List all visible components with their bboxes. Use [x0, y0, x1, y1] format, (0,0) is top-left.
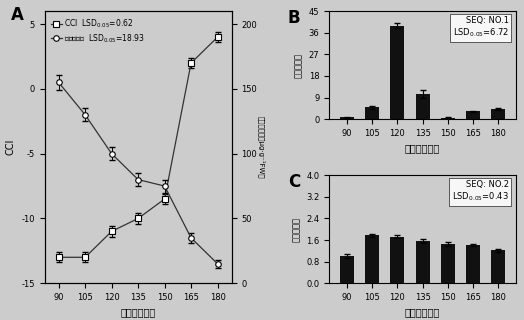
Bar	[340, 117, 354, 119]
Bar	[441, 118, 455, 119]
X-axis label: 盛花期后天数: 盛花期后天数	[405, 308, 440, 317]
Text: A: A	[11, 6, 24, 24]
Bar	[441, 244, 455, 283]
X-axis label: 盛花期后天数: 盛花期后天数	[121, 308, 156, 317]
Text: SEQ: NO.2
LSD$_{0.05}$=0.43: SEQ: NO.2 LSD$_{0.05}$=0.43	[452, 180, 509, 203]
Bar	[416, 241, 430, 283]
Bar	[365, 107, 379, 119]
Bar	[492, 109, 505, 119]
Bar	[390, 237, 404, 283]
X-axis label: 盛花期后天数: 盛花期后天数	[405, 143, 440, 153]
Y-axis label: 相对表达量: 相对表达量	[291, 217, 300, 242]
Bar	[365, 235, 379, 283]
Text: C: C	[288, 173, 300, 191]
Bar	[340, 256, 354, 283]
Y-axis label: 相对表达量: 相对表达量	[294, 53, 303, 78]
Text: B: B	[288, 9, 300, 27]
Bar	[466, 111, 480, 119]
Y-axis label: 叶绿素含量（μg·g⁻¹FW）: 叶绿素含量（μg·g⁻¹FW）	[258, 116, 266, 179]
Y-axis label: CCI: CCI	[6, 139, 16, 156]
Bar	[466, 245, 480, 283]
Bar	[416, 94, 430, 119]
Text: SEQ: NO.1
LSD$_{0.05}$=6.72: SEQ: NO.1 LSD$_{0.05}$=6.72	[453, 15, 509, 39]
Legend: CCI  LSD$_{0.05}$=0.62, 叶绿素含量  LSD$_{0.05}$=18.93: CCI LSD$_{0.05}$=0.62, 叶绿素含量 LSD$_{0.05}…	[48, 15, 148, 47]
Bar	[390, 26, 404, 119]
Bar	[492, 250, 505, 283]
